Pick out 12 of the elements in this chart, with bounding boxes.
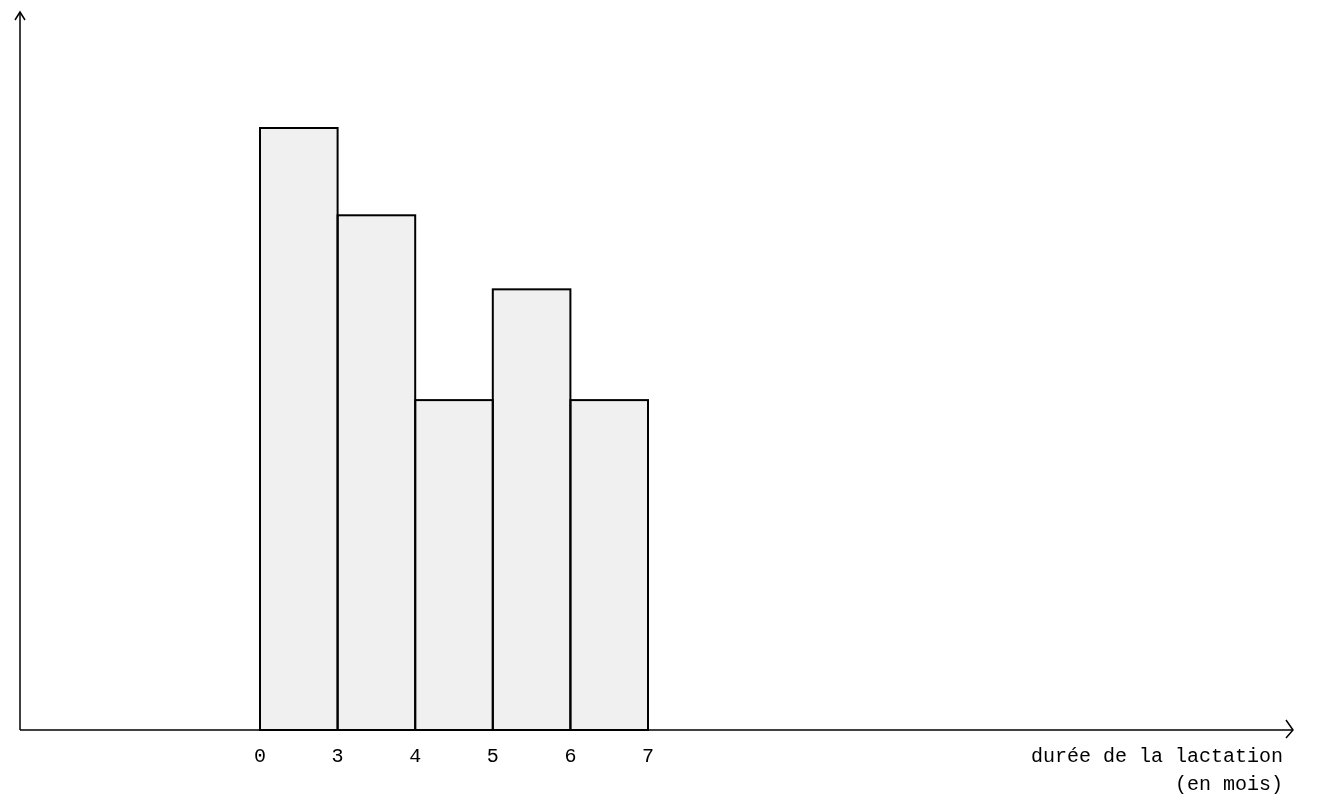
bar xyxy=(414,399,494,731)
text: 5 xyxy=(486,745,499,768)
text: 4 xyxy=(409,745,422,768)
bar xyxy=(569,399,649,731)
text: 7 xyxy=(641,745,655,768)
text: durée de la lactation (en mois) xyxy=(1030,745,1283,796)
text: 3 xyxy=(331,745,344,768)
bar xyxy=(491,288,572,731)
bar xyxy=(259,127,339,731)
text: 6 xyxy=(564,745,577,768)
bar xyxy=(336,214,417,731)
text: 0 xyxy=(253,745,267,768)
